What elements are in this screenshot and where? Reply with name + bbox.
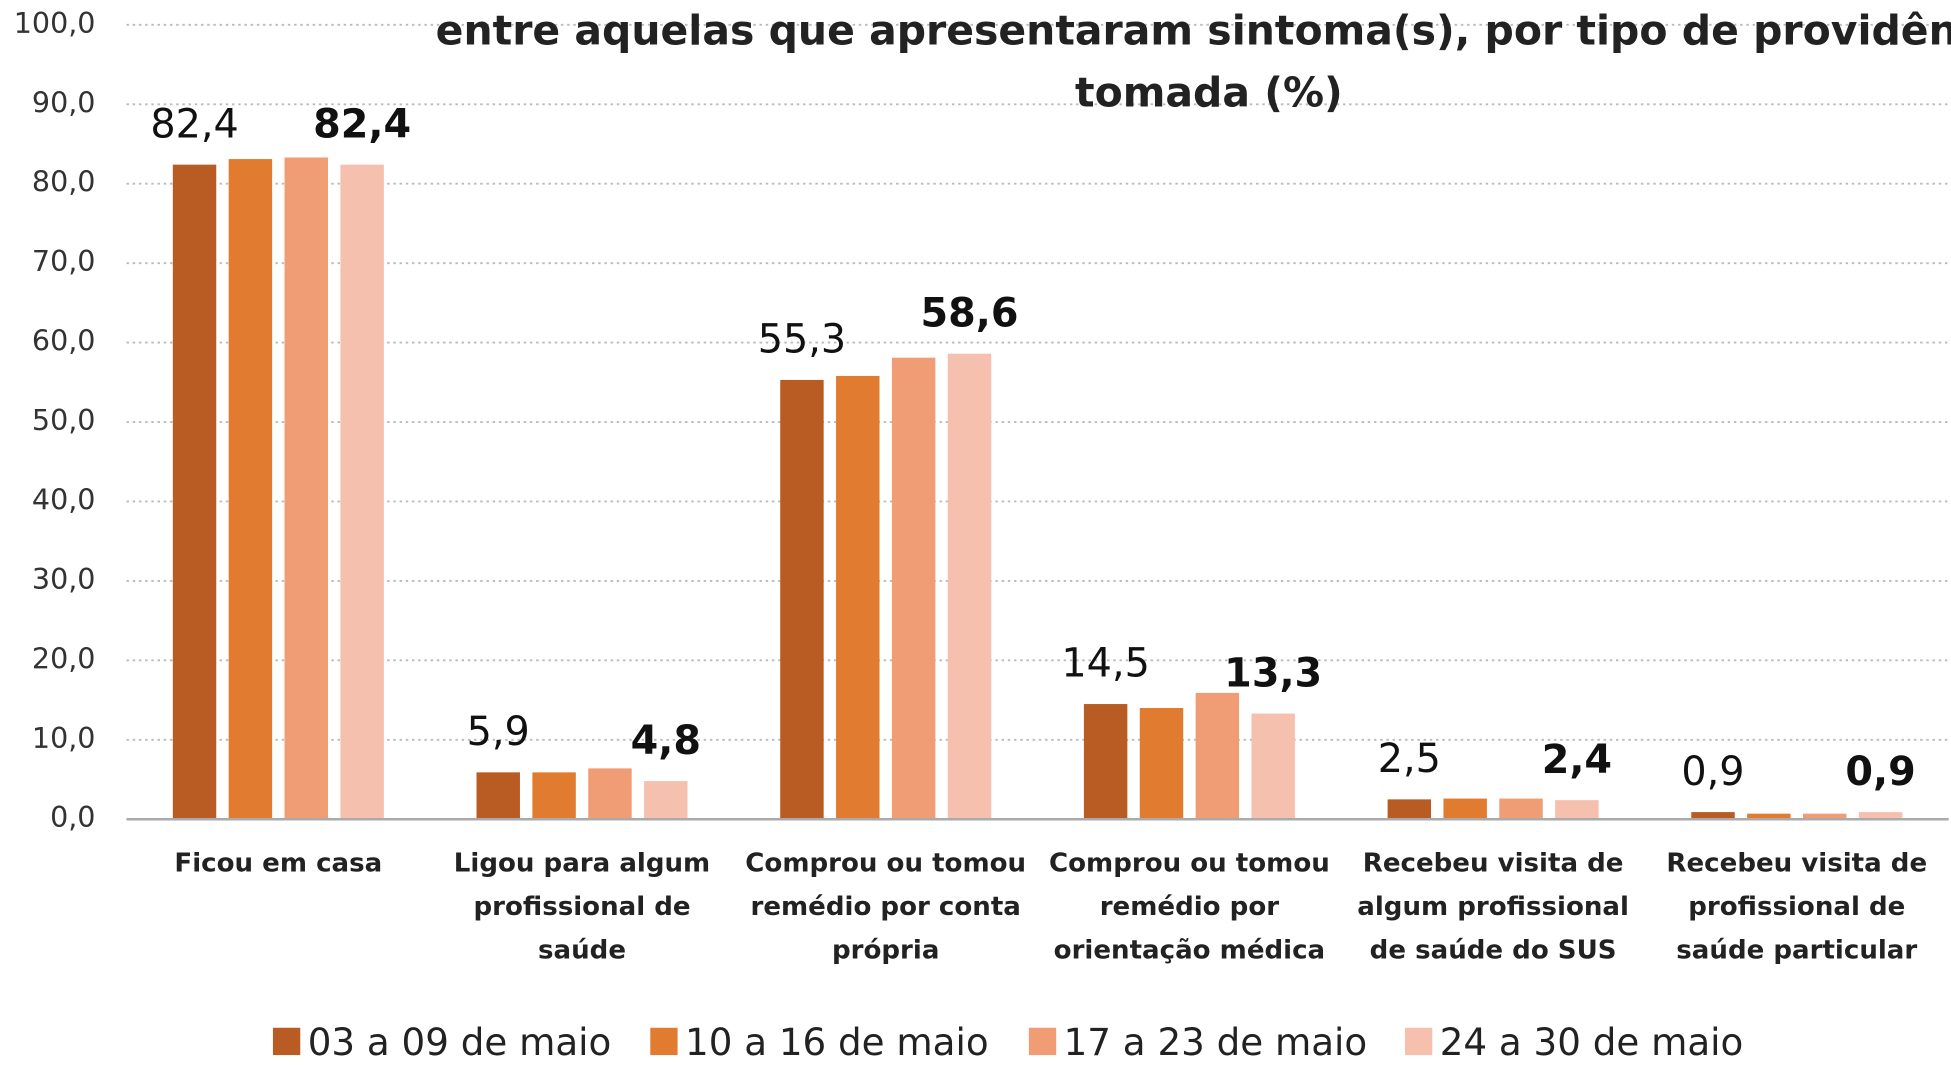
bar [780,379,824,820]
y-tick-label: 0,0 [50,801,95,834]
x-tick-label: Comprou ou tomou remédio por conta própr… [745,847,1027,965]
legend-swatch [272,1027,301,1056]
bar [644,781,688,820]
bar [588,768,632,820]
bar [947,353,992,820]
x-tick-label-box: Ligou para algum profissional de saúde [453,847,711,965]
value-label: 2,4 [1542,737,1612,783]
value-label: 0,9 [1681,749,1744,795]
chart-title: tomada (%) [1075,69,1343,117]
x-tick-label: Recebeu visita de profissional de saúde … [1666,847,1928,965]
y-tick-label: 10,0 [32,722,96,755]
value-label: 4,8 [631,718,701,764]
y-tick-label: 60,0 [32,325,96,358]
y-tick-label: 20,0 [32,642,96,675]
value-label: 13,3 [1224,650,1322,696]
legend-swatch [1404,1027,1433,1056]
y-tick-label: 90,0 [32,86,96,119]
y-tick-label: 40,0 [32,483,96,516]
bar [1139,708,1184,820]
y-tick-label: 30,0 [32,563,96,596]
x-tick-label-box: Comprou ou tomou remédio por conta própr… [745,847,1027,965]
value-label: 82,4 [150,101,238,147]
bar [1499,798,1543,820]
x-tick-label: Ficou em casa [174,847,383,878]
bar [340,164,384,820]
bar [836,375,880,820]
bar [1195,692,1240,820]
bar [476,772,520,820]
bar [1747,813,1791,820]
x-tick-label-box: Recebeu visita de profissional de saúde … [1666,847,1928,965]
legend-label: 03 a 09 de maio [308,1020,612,1064]
bar [1387,799,1432,820]
y-tick-label: 100,0 [14,7,96,40]
bar [532,772,576,820]
bar [1858,812,1903,820]
value-label: 0,9 [1845,749,1915,795]
value-label: 5,9 [467,709,530,755]
x-tick-label: Ligou para algum profissional de saúde [453,847,711,965]
x-tick-label-box: Comprou ou tomou remédio por orientação … [1049,847,1330,965]
bar [228,159,273,820]
value-label: 14,5 [1061,641,1149,687]
x-tick-label-box: Recebeu visita de algum profissional de … [1357,847,1629,965]
x-tick-label: Comprou ou tomou remédio por orientação … [1049,847,1330,965]
bar [1691,812,1735,820]
bar [1251,713,1295,820]
legend-swatch [1028,1027,1057,1056]
bar [1555,800,1599,820]
legend-label: 10 a 16 de maio [685,1020,989,1064]
value-label: 82,4 [313,101,411,147]
legend-swatch [650,1027,678,1056]
bar [1803,813,1847,820]
chart-title: entre aquelas que apresentaram sintoma(s… [436,7,1951,55]
y-tick-label: 70,0 [32,245,96,278]
bar [172,164,217,820]
y-tick-label: 50,0 [32,404,96,437]
value-label: 55,3 [758,317,846,363]
y-tick-label: 80,0 [32,166,96,199]
value-label: 2,5 [1378,736,1441,782]
value-label: 58,6 [921,290,1019,336]
bar [284,157,328,820]
legend-label: 24 a 30 de maio [1440,1020,1744,1064]
bar [891,357,936,820]
legend-label: 17 a 23 de maio [1064,1020,1368,1064]
x-tick-label: Recebeu visita de algum profissional de … [1357,847,1629,965]
bar [1443,798,1487,820]
bar [1083,704,1128,820]
x-tick-label-box: Ficou em casa [174,847,383,878]
